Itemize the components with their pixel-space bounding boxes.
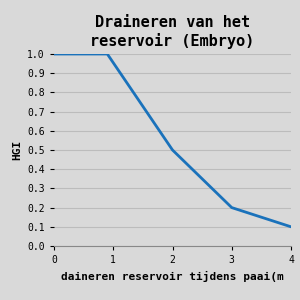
- Y-axis label: HGI: HGI: [12, 140, 22, 160]
- X-axis label: daineren reservoir tijdens paai(m: daineren reservoir tijdens paai(m: [61, 271, 284, 282]
- Title: Draineren van het
reservoir (Embryo): Draineren van het reservoir (Embryo): [90, 15, 255, 49]
